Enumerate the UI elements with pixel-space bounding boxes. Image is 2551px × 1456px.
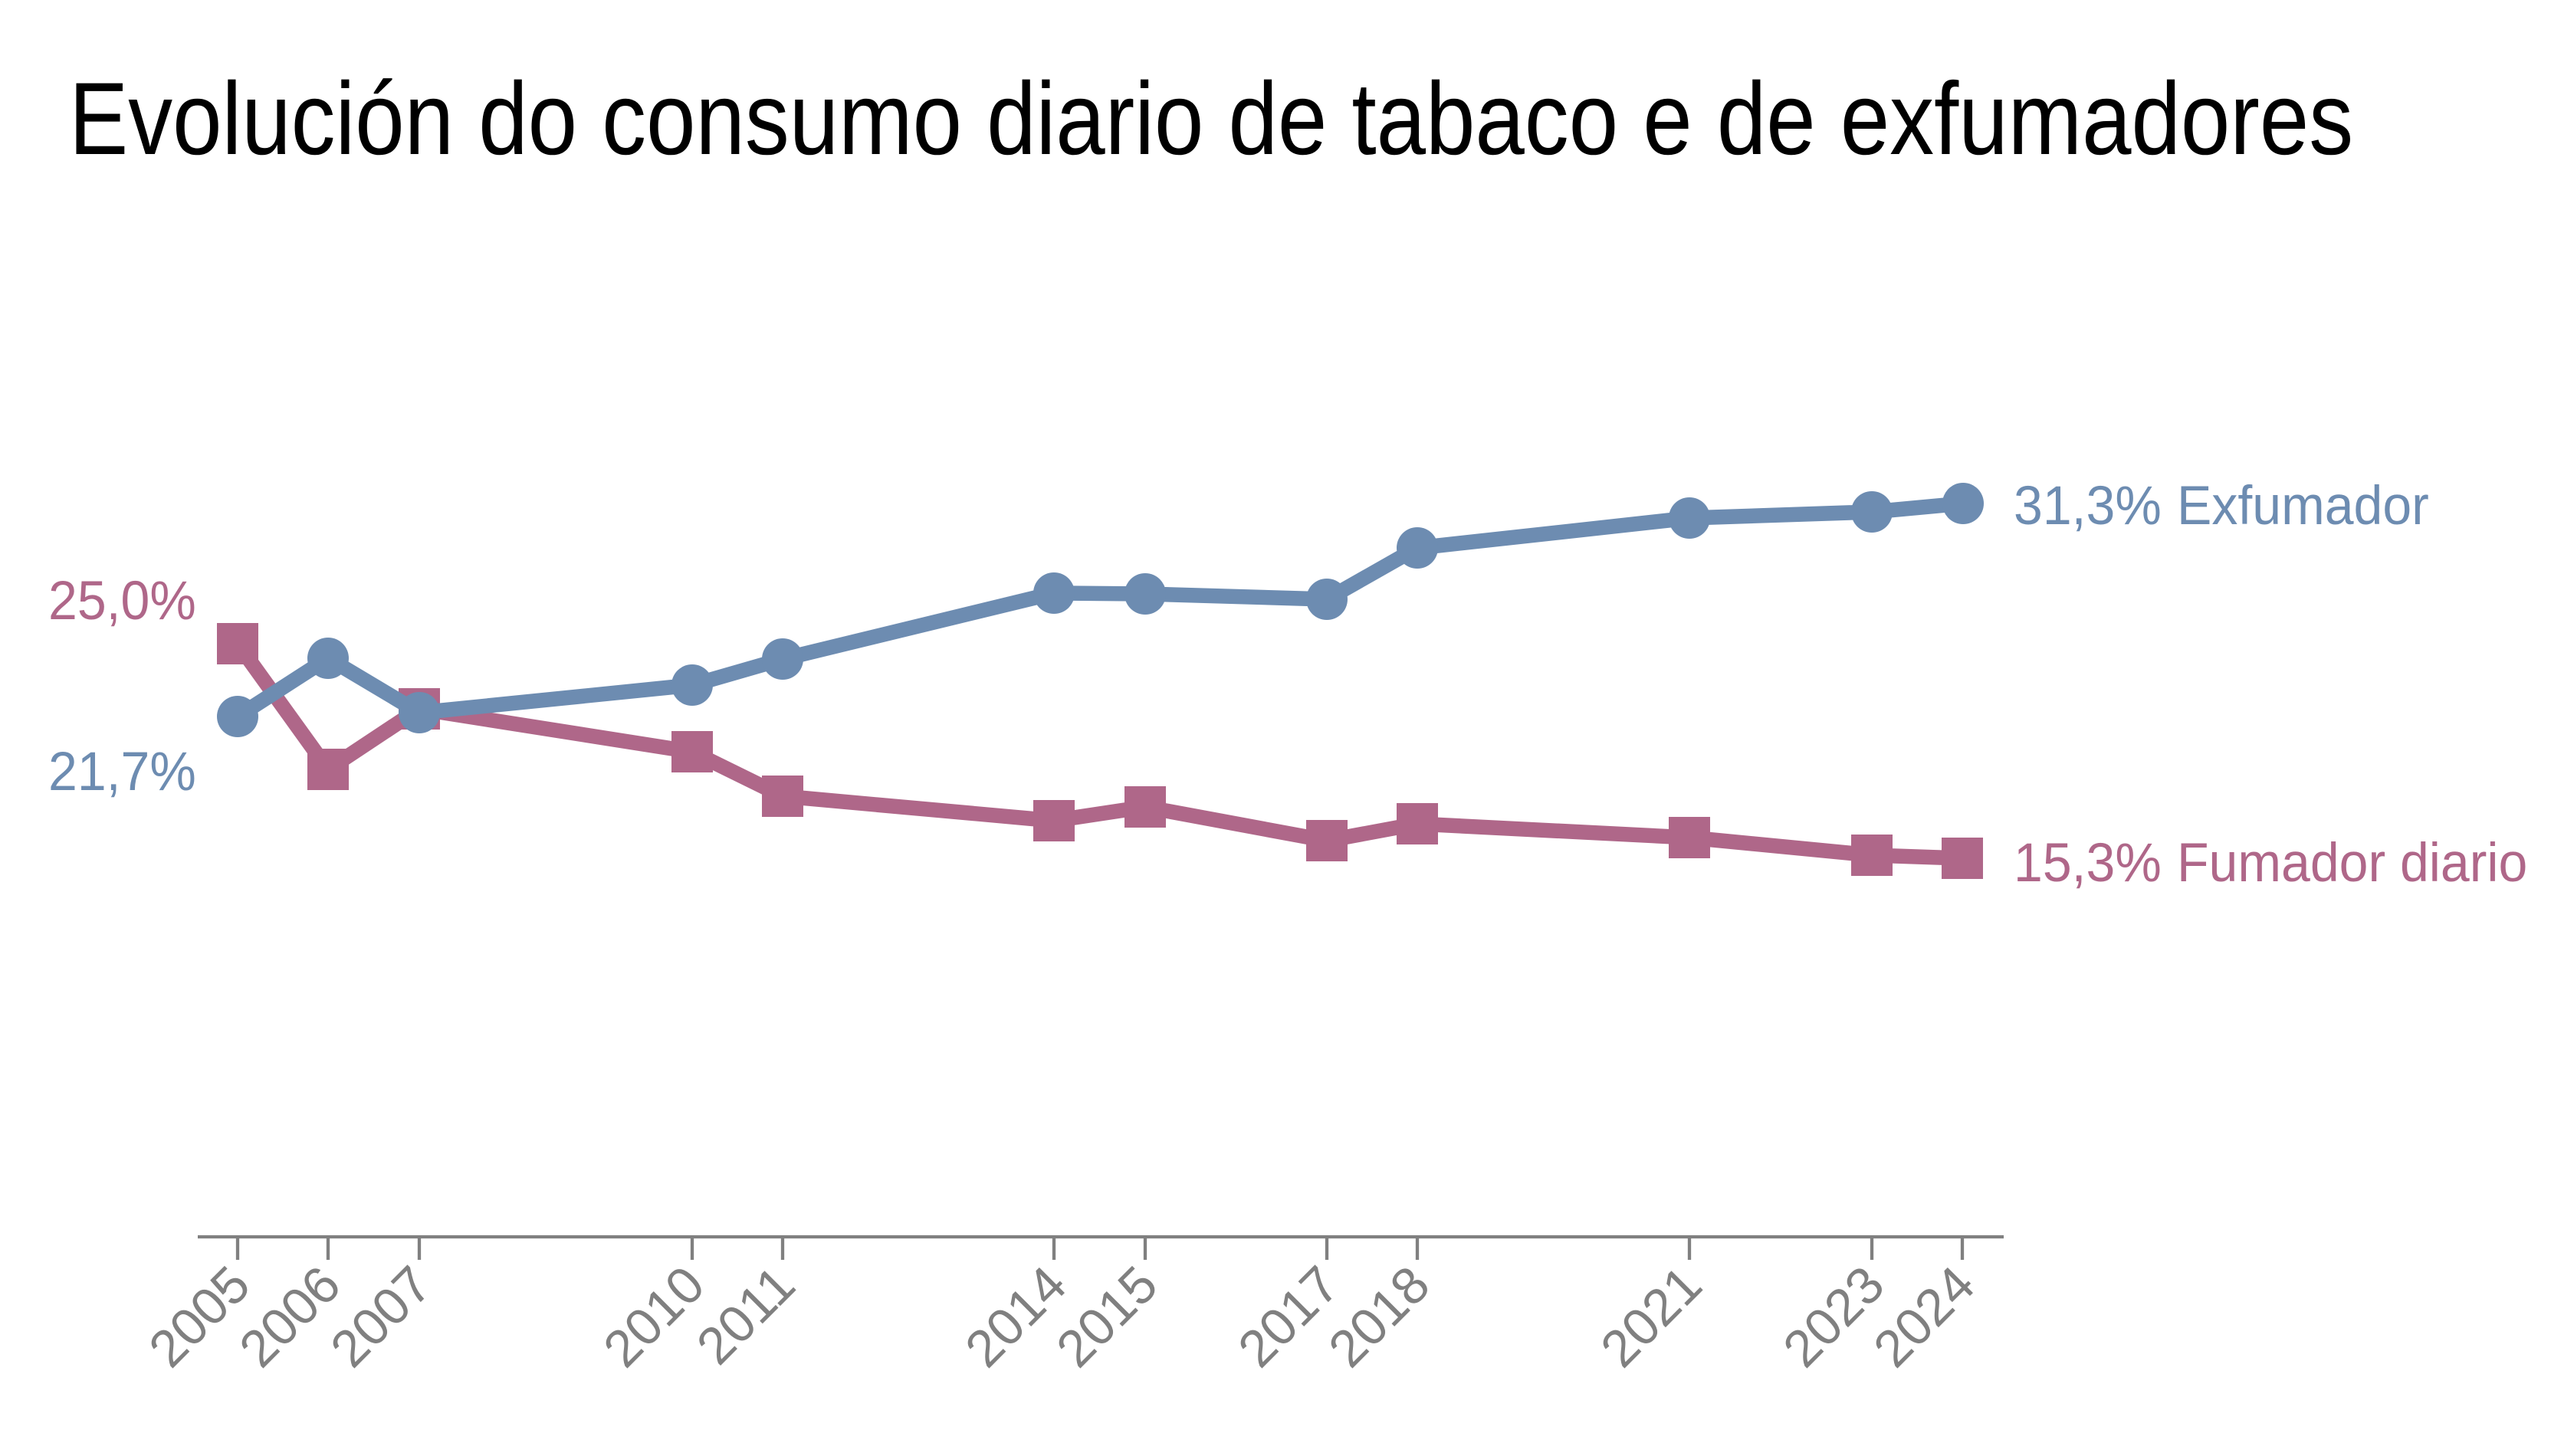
svg-text:15,3%: 15,3% (2014, 831, 2162, 893)
svg-text:25,0%: 25,0% (48, 569, 196, 631)
svg-text:Evolución do consumo diario de: Evolución do consumo diario de tabaco e … (69, 61, 2353, 176)
svg-text:Exfumador: Exfumador (2177, 474, 2429, 536)
svg-text:Fumador diario: Fumador diario (2177, 831, 2527, 893)
svg-text:21,7%: 21,7% (48, 740, 196, 802)
svg-text:31,3%: 31,3% (2014, 474, 2162, 536)
